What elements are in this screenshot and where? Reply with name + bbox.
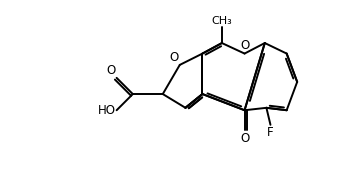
Text: O: O [240, 39, 249, 52]
Text: O: O [106, 64, 116, 77]
Text: CH₃: CH₃ [211, 16, 232, 26]
Text: F: F [267, 126, 274, 139]
Text: HO: HO [98, 104, 116, 117]
Text: O: O [240, 132, 249, 145]
Text: O: O [169, 51, 178, 64]
